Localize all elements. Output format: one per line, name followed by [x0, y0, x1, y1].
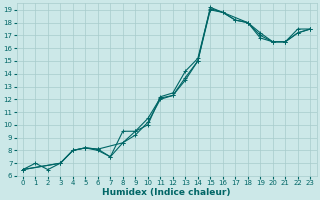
X-axis label: Humidex (Indice chaleur): Humidex (Indice chaleur): [102, 188, 231, 197]
